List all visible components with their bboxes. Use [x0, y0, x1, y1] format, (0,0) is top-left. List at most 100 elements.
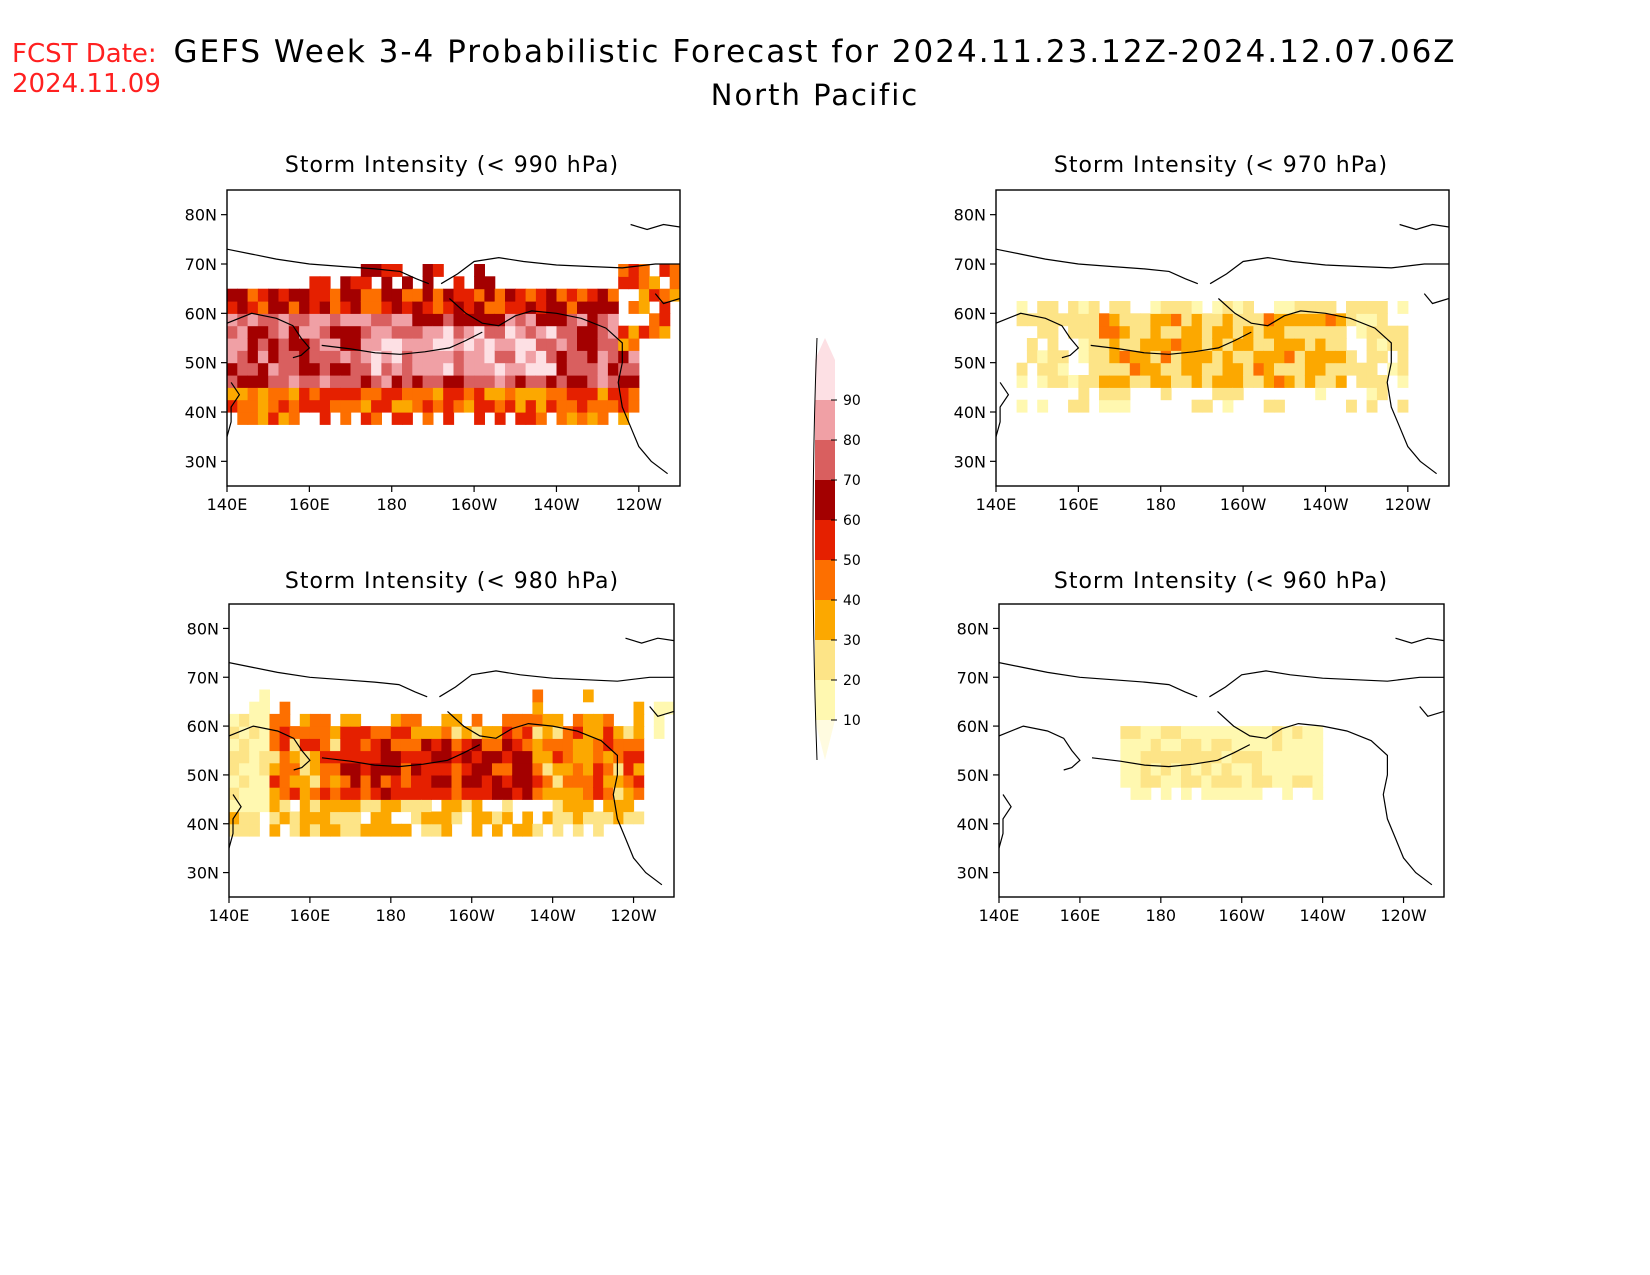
prob-cell: [1272, 762, 1283, 776]
prob-cell: [229, 787, 240, 800]
prob-cell: [1397, 350, 1409, 364]
prob-cell: [613, 726, 624, 739]
prob-cell: [505, 313, 516, 327]
prob-cell: [492, 762, 503, 776]
lat-tick-label: 70N: [185, 255, 217, 274]
prob-cell: [572, 750, 584, 764]
lat-tick-label: 30N: [187, 864, 219, 883]
prob-cell: [484, 301, 496, 314]
prob-cell: [587, 313, 599, 327]
prob-cell: [1241, 762, 1253, 776]
prob-cell: [239, 811, 250, 825]
prob-cell: [577, 325, 588, 339]
prob-cell: [1160, 787, 1172, 800]
prob-cell: [279, 762, 291, 776]
prob-cell: [1078, 375, 1090, 388]
prob-cell: [1119, 387, 1131, 401]
prob-cell: [451, 750, 463, 764]
prob-cell: [1294, 362, 1306, 376]
prob-cell: [239, 750, 250, 764]
prob-cell: [1294, 338, 1306, 351]
prob-cell: [360, 264, 372, 277]
prob-cell: [1272, 738, 1283, 752]
prob-cell: [1170, 738, 1182, 752]
prob-cell: [556, 313, 568, 327]
prob-cell: [330, 375, 341, 388]
prob-cell: [309, 338, 321, 351]
prob-cell: [556, 399, 568, 413]
prob-cell: [556, 350, 568, 364]
prob-cell: [390, 726, 402, 739]
prob-cell: [1312, 726, 1324, 739]
prob-cell: [572, 762, 584, 776]
prob-cell: [371, 350, 382, 364]
probability-field: [1120, 726, 1324, 800]
prob-cell: [1129, 313, 1141, 327]
prob-cell: [1243, 375, 1254, 388]
prob-cell: [515, 399, 527, 413]
prob-cell: [492, 738, 503, 752]
prob-cell: [1366, 362, 1378, 376]
prob-cell: [532, 823, 544, 837]
prob-cell: [309, 301, 321, 314]
prob-cell: [227, 325, 238, 339]
prob-cell: [269, 713, 281, 727]
prob-cell: [239, 787, 250, 800]
prob-cell: [309, 811, 321, 825]
prob-cell: [1282, 726, 1293, 739]
prob-cell: [546, 325, 558, 339]
prob-cell: [463, 362, 475, 376]
prob-cell: [525, 375, 537, 388]
prob-cell: [422, 301, 434, 314]
coast-line: [1090, 331, 1252, 355]
prob-cell: [432, 399, 444, 413]
prob-cell: [1140, 313, 1151, 327]
prob-cell: [350, 387, 362, 401]
prob-cell: [360, 325, 372, 339]
prob-cell: [628, 362, 640, 376]
prob-cell: [633, 750, 645, 764]
prob-cell: [1171, 338, 1182, 351]
prob-cell: [279, 787, 291, 800]
coast-line: [999, 725, 1081, 771]
prob-cell: [239, 774, 250, 788]
coast-line: [1209, 256, 1449, 285]
map-frame: [998, 603, 1445, 898]
prob-cell: [1129, 325, 1141, 339]
colorbar-label: 60: [843, 513, 861, 529]
prob-cell: [289, 726, 301, 739]
prob-cell: [330, 750, 341, 764]
prob-cell: [340, 399, 352, 413]
prob-cell: [1150, 774, 1162, 788]
prob-cell: [522, 750, 533, 764]
prob-cell: [1274, 301, 1285, 314]
prob-cell: [1241, 738, 1253, 752]
prob-cell: [552, 799, 564, 813]
prob-cell: [603, 738, 614, 752]
prob-cell: [391, 301, 403, 314]
prob-cell: [502, 762, 513, 776]
prob-cell: [1356, 362, 1368, 376]
prob-cell: [532, 750, 544, 764]
prob-cell: [505, 362, 516, 376]
coast-line: [229, 662, 428, 698]
prob-cell: [628, 375, 640, 388]
prob-cell: [1262, 762, 1273, 776]
prob-cell: [1304, 375, 1316, 388]
prob-cell: [552, 823, 564, 837]
coast-line: [227, 312, 311, 359]
prob-cell: [623, 787, 635, 800]
prob-cell: [350, 774, 362, 788]
prob-cell: [597, 375, 609, 388]
prob-cell: [1222, 338, 1234, 351]
prob-cell: [484, 276, 496, 290]
prob-cell: [481, 762, 493, 776]
prob-cell: [350, 811, 362, 825]
prob-cell: [572, 738, 584, 752]
prob-cell: [463, 350, 475, 364]
prob-cell: [411, 811, 422, 825]
prob-cell: [1312, 762, 1324, 776]
prob-cell: [309, 713, 321, 727]
prob-cell: [542, 738, 554, 752]
prob-cell: [360, 774, 372, 788]
